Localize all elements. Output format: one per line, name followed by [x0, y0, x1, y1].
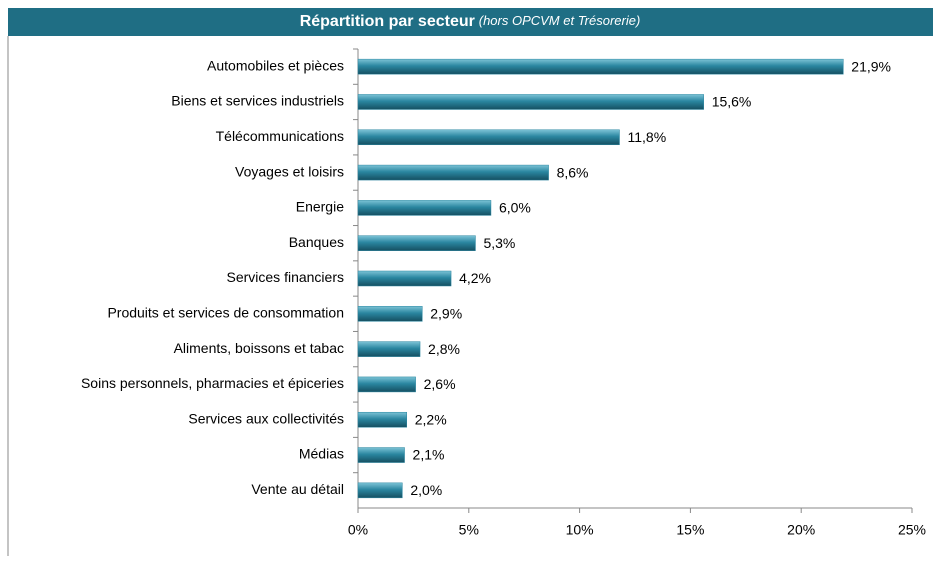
value-label: 21,9%	[851, 58, 891, 74]
bar	[357, 58, 844, 75]
y-tick-label: Services financiers	[227, 269, 345, 285]
x-tick-label: 5%	[459, 522, 479, 538]
value-label: 2,8%	[428, 341, 460, 357]
value-label: 2,6%	[424, 376, 456, 392]
value-label: 2,9%	[430, 306, 462, 322]
y-tick-label: Energie	[296, 199, 344, 215]
y-tick-label: Vente au détail	[251, 481, 344, 497]
x-tick-label: 0%	[348, 522, 368, 538]
x-tick-label: 15%	[676, 522, 704, 538]
bar	[357, 200, 492, 216]
value-label: 5,3%	[483, 235, 515, 251]
bar	[357, 306, 423, 322]
title-group: Répartition par secteur (hors OPCVM et T…	[300, 13, 641, 31]
x-tick-label: 25%	[898, 522, 926, 538]
y-tick-label: Produits et services de consommation	[107, 305, 344, 321]
x-tick-label: 10%	[566, 522, 594, 538]
bar	[357, 341, 421, 357]
bar	[357, 482, 403, 499]
y-tick-label: Télécommunications	[216, 128, 344, 144]
bar	[357, 270, 452, 287]
x-tick-label: 20%	[787, 522, 815, 538]
y-tick-label: Voyages et loisirs	[235, 163, 344, 179]
value-label: 2,0%	[410, 482, 442, 498]
y-tick-label: Automobiles et pièces	[207, 57, 344, 73]
y-tick-label: Soins personnels, pharmacies et épicerie…	[81, 375, 344, 391]
value-label: 2,2%	[415, 411, 447, 427]
value-label: 15,6%	[712, 94, 752, 110]
bar	[357, 447, 405, 463]
bar	[357, 164, 549, 181]
chart-subtitle: (hors OPCVM et Trésorerie)	[479, 13, 641, 28]
y-tick-label: Médias	[299, 446, 344, 462]
value-label: 4,2%	[459, 270, 491, 286]
y-tick-label: Aliments, boissons et tabac	[174, 340, 344, 356]
bar	[357, 94, 704, 110]
title-bar	[8, 8, 933, 36]
bar	[357, 411, 408, 428]
y-tick-label: Services aux collectivités	[188, 410, 344, 426]
value-label: 11,8%	[627, 129, 666, 145]
chart-title: Répartition par secteur	[300, 13, 475, 30]
bar	[357, 376, 416, 393]
y-tick-label: Banques	[289, 234, 344, 250]
y-tick-label: Biens et services industriels	[171, 93, 344, 109]
value-label: 8,6%	[557, 164, 589, 180]
bar	[357, 129, 620, 146]
value-label: 2,1%	[413, 447, 445, 463]
bar	[357, 235, 476, 251]
value-label: 6,0%	[499, 200, 531, 216]
